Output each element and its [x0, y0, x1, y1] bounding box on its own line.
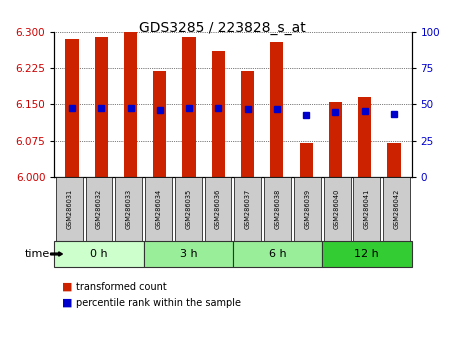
Text: 6 h: 6 h: [269, 249, 287, 259]
Bar: [212, 51, 225, 177]
Text: GSM286040: GSM286040: [334, 189, 340, 229]
Text: GSM286039: GSM286039: [304, 189, 310, 229]
Text: GSM286037: GSM286037: [245, 189, 251, 229]
Bar: [270, 41, 283, 177]
Bar: [183, 37, 196, 177]
Text: transformed count: transformed count: [76, 282, 166, 292]
Bar: [329, 102, 342, 177]
Text: GSM286034: GSM286034: [156, 189, 162, 229]
Text: GSM286031: GSM286031: [66, 189, 72, 229]
Text: GSM286035: GSM286035: [185, 189, 191, 229]
Text: ■: ■: [61, 282, 72, 292]
Bar: [358, 97, 371, 177]
Text: ■: ■: [61, 298, 72, 308]
Text: GDS3285 / 223828_s_at: GDS3285 / 223828_s_at: [139, 21, 306, 35]
Text: time: time: [25, 249, 50, 259]
Text: GSM286033: GSM286033: [126, 189, 132, 229]
Text: percentile rank within the sample: percentile rank within the sample: [76, 298, 241, 308]
Bar: [387, 143, 401, 177]
Text: GSM286041: GSM286041: [364, 189, 370, 229]
Bar: [65, 39, 79, 177]
Text: GSM286032: GSM286032: [96, 189, 102, 229]
Bar: [241, 70, 254, 177]
Text: 12 h: 12 h: [354, 249, 379, 259]
Bar: [95, 37, 108, 177]
Text: GSM286036: GSM286036: [215, 189, 221, 229]
Text: GSM286042: GSM286042: [394, 189, 400, 229]
Text: 3 h: 3 h: [179, 249, 197, 259]
Text: 0 h: 0 h: [90, 249, 108, 259]
Bar: [299, 143, 313, 177]
Bar: [124, 29, 137, 177]
Bar: [153, 70, 166, 177]
Text: GSM286038: GSM286038: [275, 189, 280, 229]
